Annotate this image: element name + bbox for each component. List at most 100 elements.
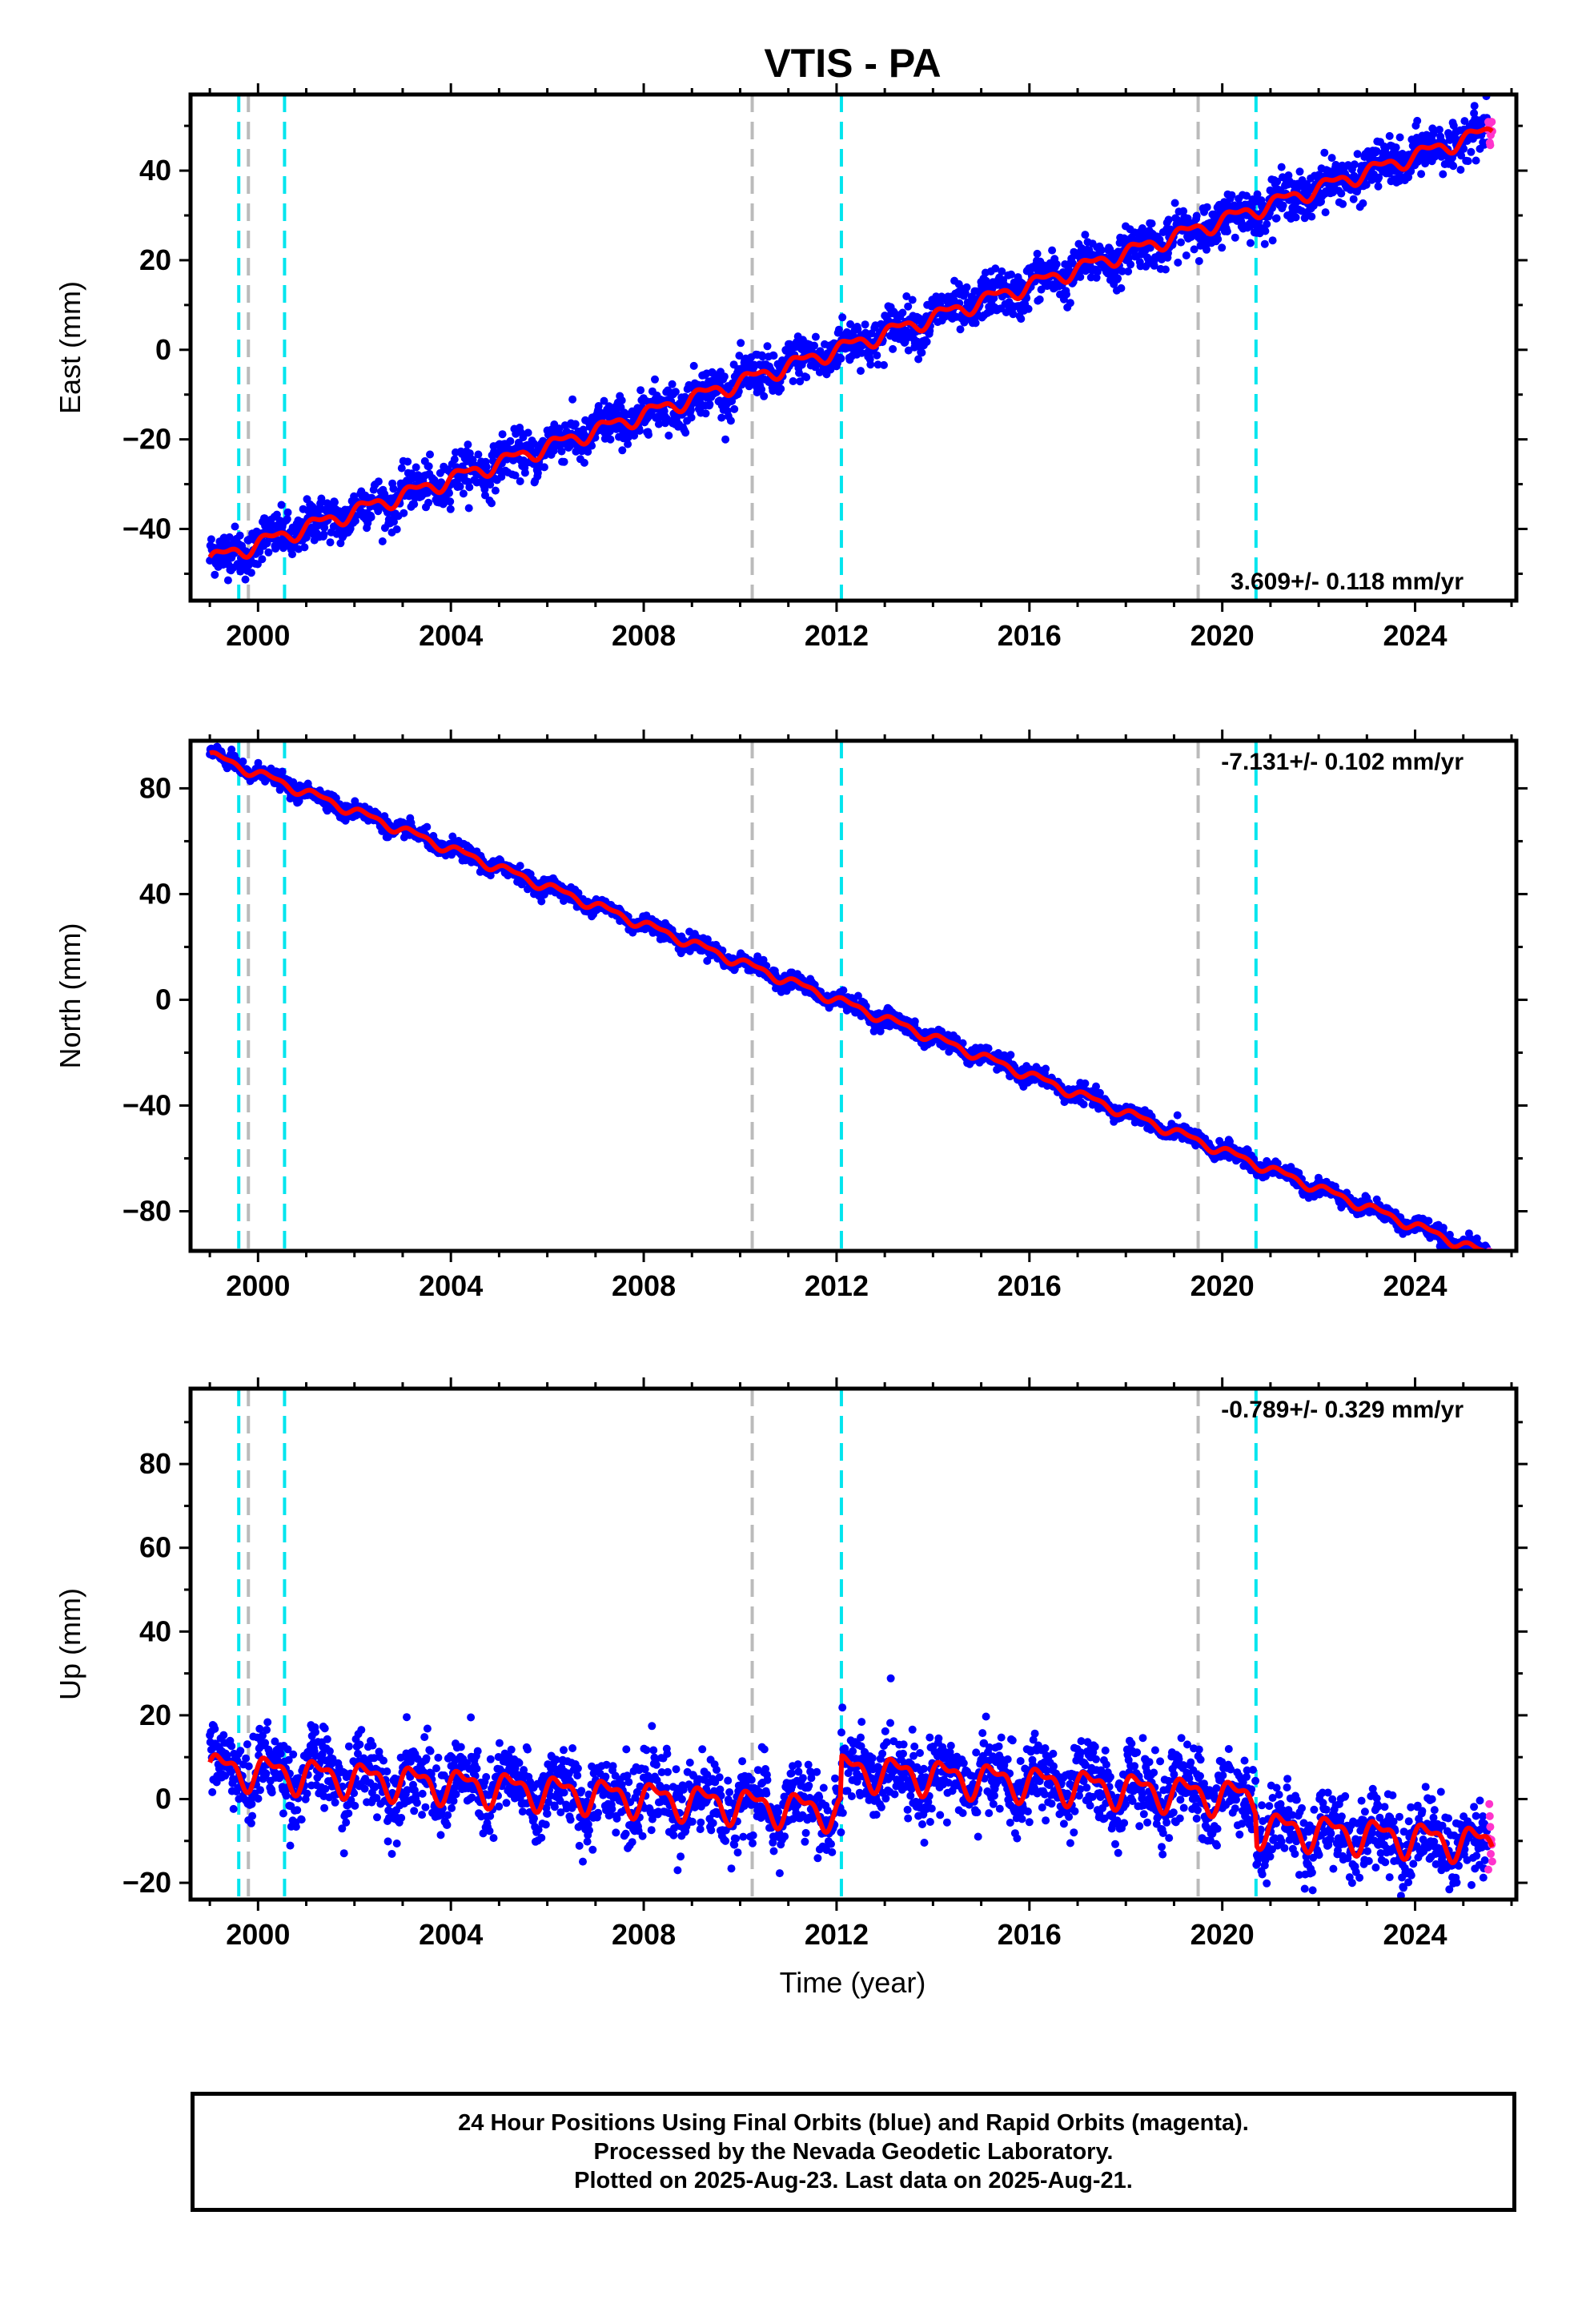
final-orbit-point <box>1277 163 1286 171</box>
panel-frame <box>188 92 1519 603</box>
velocity-label: 3.609+/- 0.118 mm/yr <box>1231 569 1464 595</box>
final-orbit-point <box>689 361 698 370</box>
final-orbit-point <box>482 463 491 471</box>
final-orbit-point <box>1114 274 1122 283</box>
final-orbit-point <box>971 319 980 328</box>
final-orbit-point <box>227 746 236 754</box>
final-orbit-point <box>1195 257 1203 265</box>
final-orbit-point <box>300 543 309 552</box>
final-orbit-point <box>857 367 865 376</box>
final-orbit-point <box>1126 260 1135 269</box>
final-orbit-point <box>283 515 291 524</box>
final-orbit-point <box>705 400 714 408</box>
final-orbit-point <box>1007 270 1015 279</box>
final-orbit-point <box>717 413 726 422</box>
final-orbit-point <box>1033 249 1042 258</box>
final-orbit-point <box>491 486 500 495</box>
final-orbit-point <box>410 500 419 509</box>
final-orbit-point <box>839 986 848 995</box>
final-orbit-point <box>600 396 608 405</box>
final-orbit-point <box>1404 173 1413 182</box>
final-orbit-point <box>1147 219 1156 228</box>
final-orbit-point <box>605 427 614 436</box>
final-orbit-point <box>516 862 524 870</box>
final-orbit-point <box>758 352 767 361</box>
final-orbit-point <box>904 346 913 355</box>
final-orbit-point <box>426 450 434 459</box>
x-tick-label: 2016 <box>998 619 1062 652</box>
final-orbit-point <box>910 1017 919 1026</box>
final-orbit-point <box>1273 177 1282 186</box>
final-orbit-point <box>423 822 432 831</box>
final-orbit-point <box>902 292 911 300</box>
final-orbit-point <box>1164 215 1173 224</box>
final-orbit-point <box>400 509 408 517</box>
rapid-orbit-point <box>1488 118 1496 127</box>
final-orbit-point <box>636 386 645 395</box>
final-orbit-point <box>1350 160 1359 169</box>
final-orbit-point <box>580 458 588 467</box>
final-orbit-point <box>1062 290 1070 299</box>
final-orbit-point <box>319 530 328 539</box>
final-orbit-point <box>1174 258 1182 267</box>
final-orbit-point <box>1470 102 1479 111</box>
x-tick-label: 2024 <box>1383 619 1447 652</box>
final-orbit-point <box>811 332 820 341</box>
final-orbit-point <box>1374 182 1383 191</box>
final-orbit-point <box>1307 212 1316 221</box>
final-orbit-point <box>1097 246 1106 255</box>
final-orbit-point <box>760 392 769 400</box>
final-orbit-point <box>873 351 881 360</box>
final-orbit-point <box>984 1044 993 1053</box>
final-orbit-point <box>568 395 577 404</box>
final-orbit-point <box>873 360 882 369</box>
final-orbit-point <box>1161 265 1170 274</box>
final-orbit-point <box>777 384 785 393</box>
final-orbit-point <box>241 575 250 584</box>
final-orbit-point <box>331 498 339 507</box>
rapid-orbit-point <box>1486 141 1495 150</box>
final-orbit-point <box>1243 191 1251 200</box>
final-orbit-point <box>283 508 292 517</box>
x-tick-label: 2004 <box>419 619 483 652</box>
final-orbit-point <box>962 283 971 292</box>
final-orbit-point <box>497 472 506 481</box>
final-orbit-point <box>726 416 735 425</box>
final-orbit-point <box>506 436 515 445</box>
final-orbit-point <box>389 485 398 493</box>
final-orbit-point <box>571 420 580 428</box>
final-orbit-point <box>1150 261 1158 270</box>
final-orbit-point <box>1429 129 1438 138</box>
final-orbit-point <box>1192 211 1201 220</box>
final-orbit-point <box>367 513 375 521</box>
final-orbit-point <box>1449 121 1458 130</box>
final-orbit-point <box>721 435 730 444</box>
final-orbit-point <box>908 296 917 304</box>
final-orbit-point <box>1203 203 1211 211</box>
final-orbit-point <box>1048 246 1057 255</box>
final-orbit-point <box>1052 259 1061 268</box>
final-orbit-point <box>880 360 888 369</box>
final-orbit-point <box>606 435 615 444</box>
y-tick-label: 40 <box>139 154 171 187</box>
y-tick-label: −40 <box>122 513 171 545</box>
final-orbit-point <box>207 535 215 544</box>
figure-title: VTIS - PA <box>764 41 941 86</box>
final-orbit-point <box>223 576 232 585</box>
final-orbit-point <box>753 952 762 961</box>
final-orbit-point <box>1435 126 1443 134</box>
final-orbit-point <box>288 550 296 559</box>
final-orbit-point <box>671 388 680 396</box>
final-orbit-point <box>588 441 596 450</box>
final-orbit-point <box>1009 310 1018 319</box>
final-orbit-point <box>1002 308 1010 316</box>
final-orbit-point <box>446 497 455 506</box>
final-orbit-point <box>247 569 255 577</box>
final-orbit-point <box>617 396 626 404</box>
final-orbit-point <box>374 477 383 486</box>
final-orbit-point <box>446 505 455 513</box>
final-orbit-point <box>604 402 613 411</box>
final-orbit-point <box>635 426 644 435</box>
final-orbit-point <box>437 478 446 487</box>
final-orbit-point <box>1079 1100 1088 1108</box>
